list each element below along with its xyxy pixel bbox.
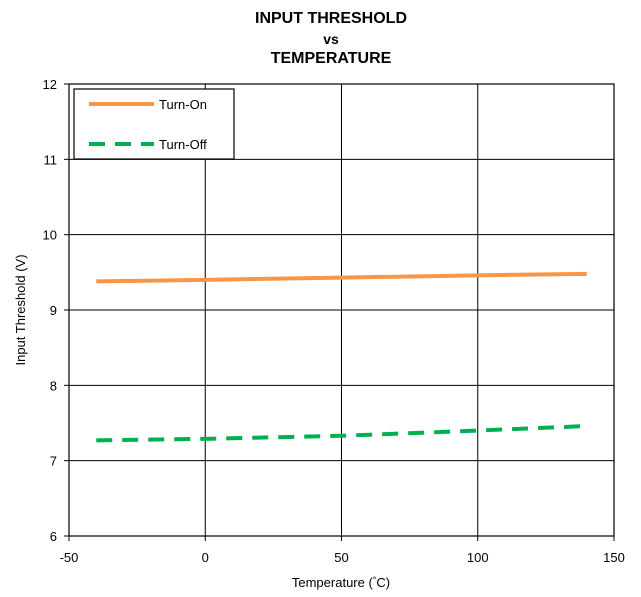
x-tick-label: 100 (467, 550, 489, 565)
x-tick-label: -50 (60, 550, 79, 565)
x-tick-label: 50 (334, 550, 348, 565)
x-axis-ticks: -50 0 50 100 150 (60, 536, 625, 565)
chart-title: INPUT THRESHOLD vs TEMPERATURE (255, 10, 407, 67)
y-tick-label: 6 (50, 529, 57, 544)
series-line-turn-on (96, 271, 587, 284)
y-tick-label: 12 (43, 77, 57, 92)
chart-title-line-1: INPUT THRESHOLD (255, 10, 407, 27)
y-tick-label: 7 (50, 454, 57, 469)
legend-box (73, 88, 235, 160)
y-axis-label: Input Threshold (V) (13, 254, 28, 365)
y-axis-ticks: 6 7 8 9 10 11 12 (43, 77, 69, 544)
legend-entries: Turn-On Turn-Off (89, 97, 207, 152)
y-tick-label: 10 (43, 228, 57, 243)
legend: Turn-On Turn-Off (73, 88, 235, 160)
chart-title-line-2: vs (323, 31, 339, 47)
x-axis-label-unit: C) (376, 575, 390, 590)
x-axis-label: Temperature (°C) (292, 575, 390, 590)
x-tick-label: 0 (202, 550, 209, 565)
x-axis-label-text: Temperature ( (292, 575, 374, 590)
y-tick-label: 9 (50, 303, 57, 318)
legend-label-turn-on: Turn-On (159, 97, 207, 112)
legend-label-turn-off: Turn-Off (159, 137, 207, 152)
y-tick-label: 11 (44, 152, 58, 167)
y-tick-label: 8 (50, 378, 57, 393)
chart-title-line-3: TEMPERATURE (271, 50, 392, 67)
x-axis-label-degree: ° (373, 575, 377, 585)
series-lines (96, 271, 587, 443)
series-line-turn-off (96, 424, 587, 443)
x-tick-label: 150 (603, 550, 625, 565)
